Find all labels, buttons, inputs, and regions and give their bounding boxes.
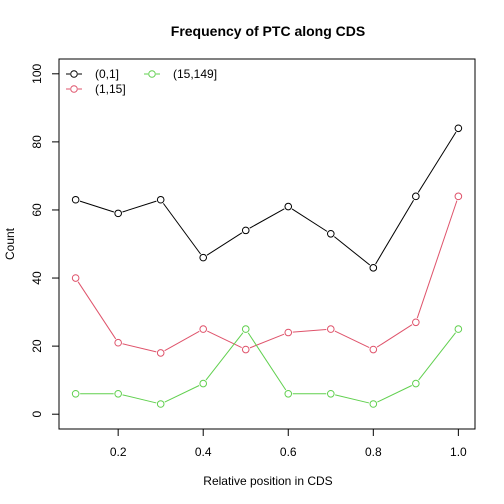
data-point xyxy=(326,325,335,333)
data-point xyxy=(114,209,122,218)
data-point xyxy=(369,264,378,272)
data-point xyxy=(454,124,463,133)
y-tick-label: 0 xyxy=(30,411,44,418)
x-tick-label: 0.4 xyxy=(195,445,212,459)
y-axis: 0 20 40 60 80 100 xyxy=(30,63,60,418)
series-line-segment xyxy=(122,394,157,404)
data-point xyxy=(114,338,122,347)
data-point xyxy=(326,229,335,238)
x-axis: 0.2 0.4 0.6 0.8 1.0 xyxy=(110,428,467,459)
y-tick-label: 60 xyxy=(30,203,44,217)
series-line-segment xyxy=(333,236,371,266)
series-line-segment xyxy=(122,343,157,353)
series-line-segment xyxy=(418,332,456,381)
data-point xyxy=(454,325,463,333)
data-point xyxy=(326,389,335,398)
series-line-segment xyxy=(164,330,200,352)
legend-marker xyxy=(70,85,78,93)
data-point xyxy=(199,325,208,333)
legend-entry-2: (1,15] xyxy=(66,82,126,96)
x-tick-label: 0.6 xyxy=(280,445,297,459)
series-line-segment xyxy=(249,208,285,229)
series-line-segment xyxy=(247,332,287,391)
data-point xyxy=(454,192,463,201)
series-line-segment xyxy=(205,332,244,381)
legend-marker xyxy=(148,70,156,78)
data-point xyxy=(284,389,293,398)
y-tick-label: 80 xyxy=(30,135,44,149)
data-point xyxy=(284,328,293,337)
series-line-segment xyxy=(416,200,458,319)
data-point xyxy=(71,389,80,398)
legend-entry-1: (0,1] xyxy=(66,67,119,81)
data-point xyxy=(156,349,165,357)
data-point xyxy=(412,379,420,388)
legend-label: (1,15] xyxy=(95,82,126,96)
data-point xyxy=(71,195,80,204)
series-line-segment xyxy=(334,330,370,349)
series-line-segment xyxy=(249,333,285,349)
x-tick-label: 1.0 xyxy=(450,445,467,459)
data-point xyxy=(71,274,80,282)
y-tick-label: 20 xyxy=(30,339,44,353)
legend-label: (15,149] xyxy=(173,67,217,81)
series-line-segment xyxy=(207,330,242,349)
data-point xyxy=(284,202,293,211)
x-axis-title: Relative position in CDS xyxy=(203,474,332,488)
series-line-segment xyxy=(291,208,328,232)
series-line-segment xyxy=(79,200,115,213)
legend-label: (0,1] xyxy=(95,67,119,81)
series-layer xyxy=(71,124,463,408)
y-tick-label: 40 xyxy=(30,271,44,285)
series-line-segment xyxy=(417,131,457,193)
series-line-segment xyxy=(292,328,327,333)
series-line-segment xyxy=(375,199,414,265)
x-tick-label: 0.2 xyxy=(110,445,127,459)
data-point xyxy=(241,325,250,333)
series-2 xyxy=(71,192,463,357)
series-line-segment xyxy=(377,385,412,403)
series-line-segment xyxy=(77,281,117,340)
y-tick-label: 100 xyxy=(30,63,44,83)
data-point xyxy=(114,389,122,398)
series-line-segment xyxy=(162,203,201,255)
data-point xyxy=(412,318,420,327)
chart-title: Frequency of PTC along CDS xyxy=(171,23,365,39)
series-line-segment xyxy=(164,385,200,403)
data-point xyxy=(199,253,208,262)
data-point xyxy=(241,345,250,354)
data-point xyxy=(156,400,165,408)
data-point xyxy=(241,226,250,235)
series-3 xyxy=(71,325,463,408)
data-point xyxy=(412,192,420,201)
series-line-segment xyxy=(206,232,243,256)
series-line-segment xyxy=(122,200,157,213)
series-1 xyxy=(71,124,463,272)
y-axis-title: Count xyxy=(3,227,17,260)
plot-frame xyxy=(58,58,476,430)
legend-marker xyxy=(70,70,78,78)
data-point xyxy=(369,345,378,354)
data-point xyxy=(369,400,378,408)
data-point xyxy=(199,379,208,388)
series-line-segment xyxy=(335,394,370,404)
x-tick-label: 0.8 xyxy=(365,445,382,459)
legend: (0,1](1,15] (15,149] xyxy=(66,67,217,96)
data-point xyxy=(156,195,165,204)
series-line-segment xyxy=(376,324,413,348)
legend-entry-3: (15,149] xyxy=(144,67,217,81)
